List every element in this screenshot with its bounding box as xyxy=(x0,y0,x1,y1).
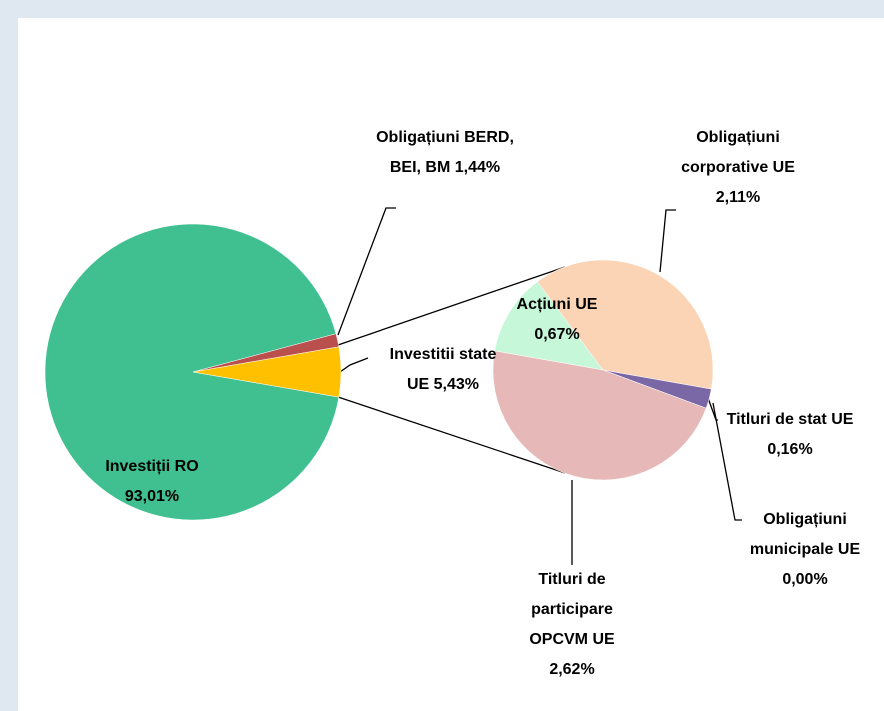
pie-slice xyxy=(537,259,714,390)
data-label: Obligațiuni corporative UE 2,11% xyxy=(678,123,798,213)
category-name: Titluri de participare OPCVM UE xyxy=(529,571,615,648)
category-name: Acțiuni UE xyxy=(516,296,598,313)
value-label: 0,00% xyxy=(782,571,828,588)
category-name: Obligațiuni corporative UE xyxy=(681,129,795,176)
value-label: 1,44% xyxy=(454,159,501,176)
data-label: Obligațiuni BERD, BEI, BM 1,44% xyxy=(375,123,515,183)
value-label: 5,43% xyxy=(433,376,480,393)
leader-line xyxy=(712,402,742,521)
leader-line xyxy=(339,357,369,373)
leader-line xyxy=(337,207,396,336)
pie-slice xyxy=(44,223,340,521)
pie-slice xyxy=(494,281,604,371)
category-name: Investiții RO xyxy=(105,458,199,475)
pie-slice xyxy=(492,350,707,481)
connector-line xyxy=(337,396,566,474)
chart-area: Investiții RO 93,01% Obligațiuni BERD, BE… xyxy=(18,18,884,711)
data-label: Titluri de stat UE 0,16% xyxy=(725,405,855,465)
data-label: Investitii state UE 5,43% xyxy=(378,340,508,400)
value-label: 2,62% xyxy=(549,661,595,678)
leader-line xyxy=(707,397,718,421)
data-label: Titluri de participare OPCVM UE 2,62% xyxy=(517,565,627,685)
value-label: 2,11% xyxy=(715,189,761,206)
data-label: Acțiuni UE 0,67% xyxy=(507,290,607,350)
connector-line xyxy=(337,266,566,346)
value-label: 0,67% xyxy=(534,326,580,343)
category-name: Investitii state UE xyxy=(389,346,497,393)
stage: Investiții RO 93,01% Obligațiuni BERD, BE… xyxy=(18,18,884,711)
data-label: Investiții RO 93,01% xyxy=(87,452,217,512)
value-label: 0,16% xyxy=(767,441,813,458)
value-label: 93,01% xyxy=(124,488,180,505)
pie-slice xyxy=(192,346,342,398)
chart xyxy=(44,207,742,565)
data-label: Obligațiuni municipale UE 0,00% xyxy=(730,505,880,595)
leader-line xyxy=(659,209,676,273)
category-name: Obligațiuni BERD, BEI, BM xyxy=(376,129,514,176)
category-name: Titluri de stat UE xyxy=(726,411,854,428)
category-name: Obligațiuni municipale UE xyxy=(749,511,861,558)
